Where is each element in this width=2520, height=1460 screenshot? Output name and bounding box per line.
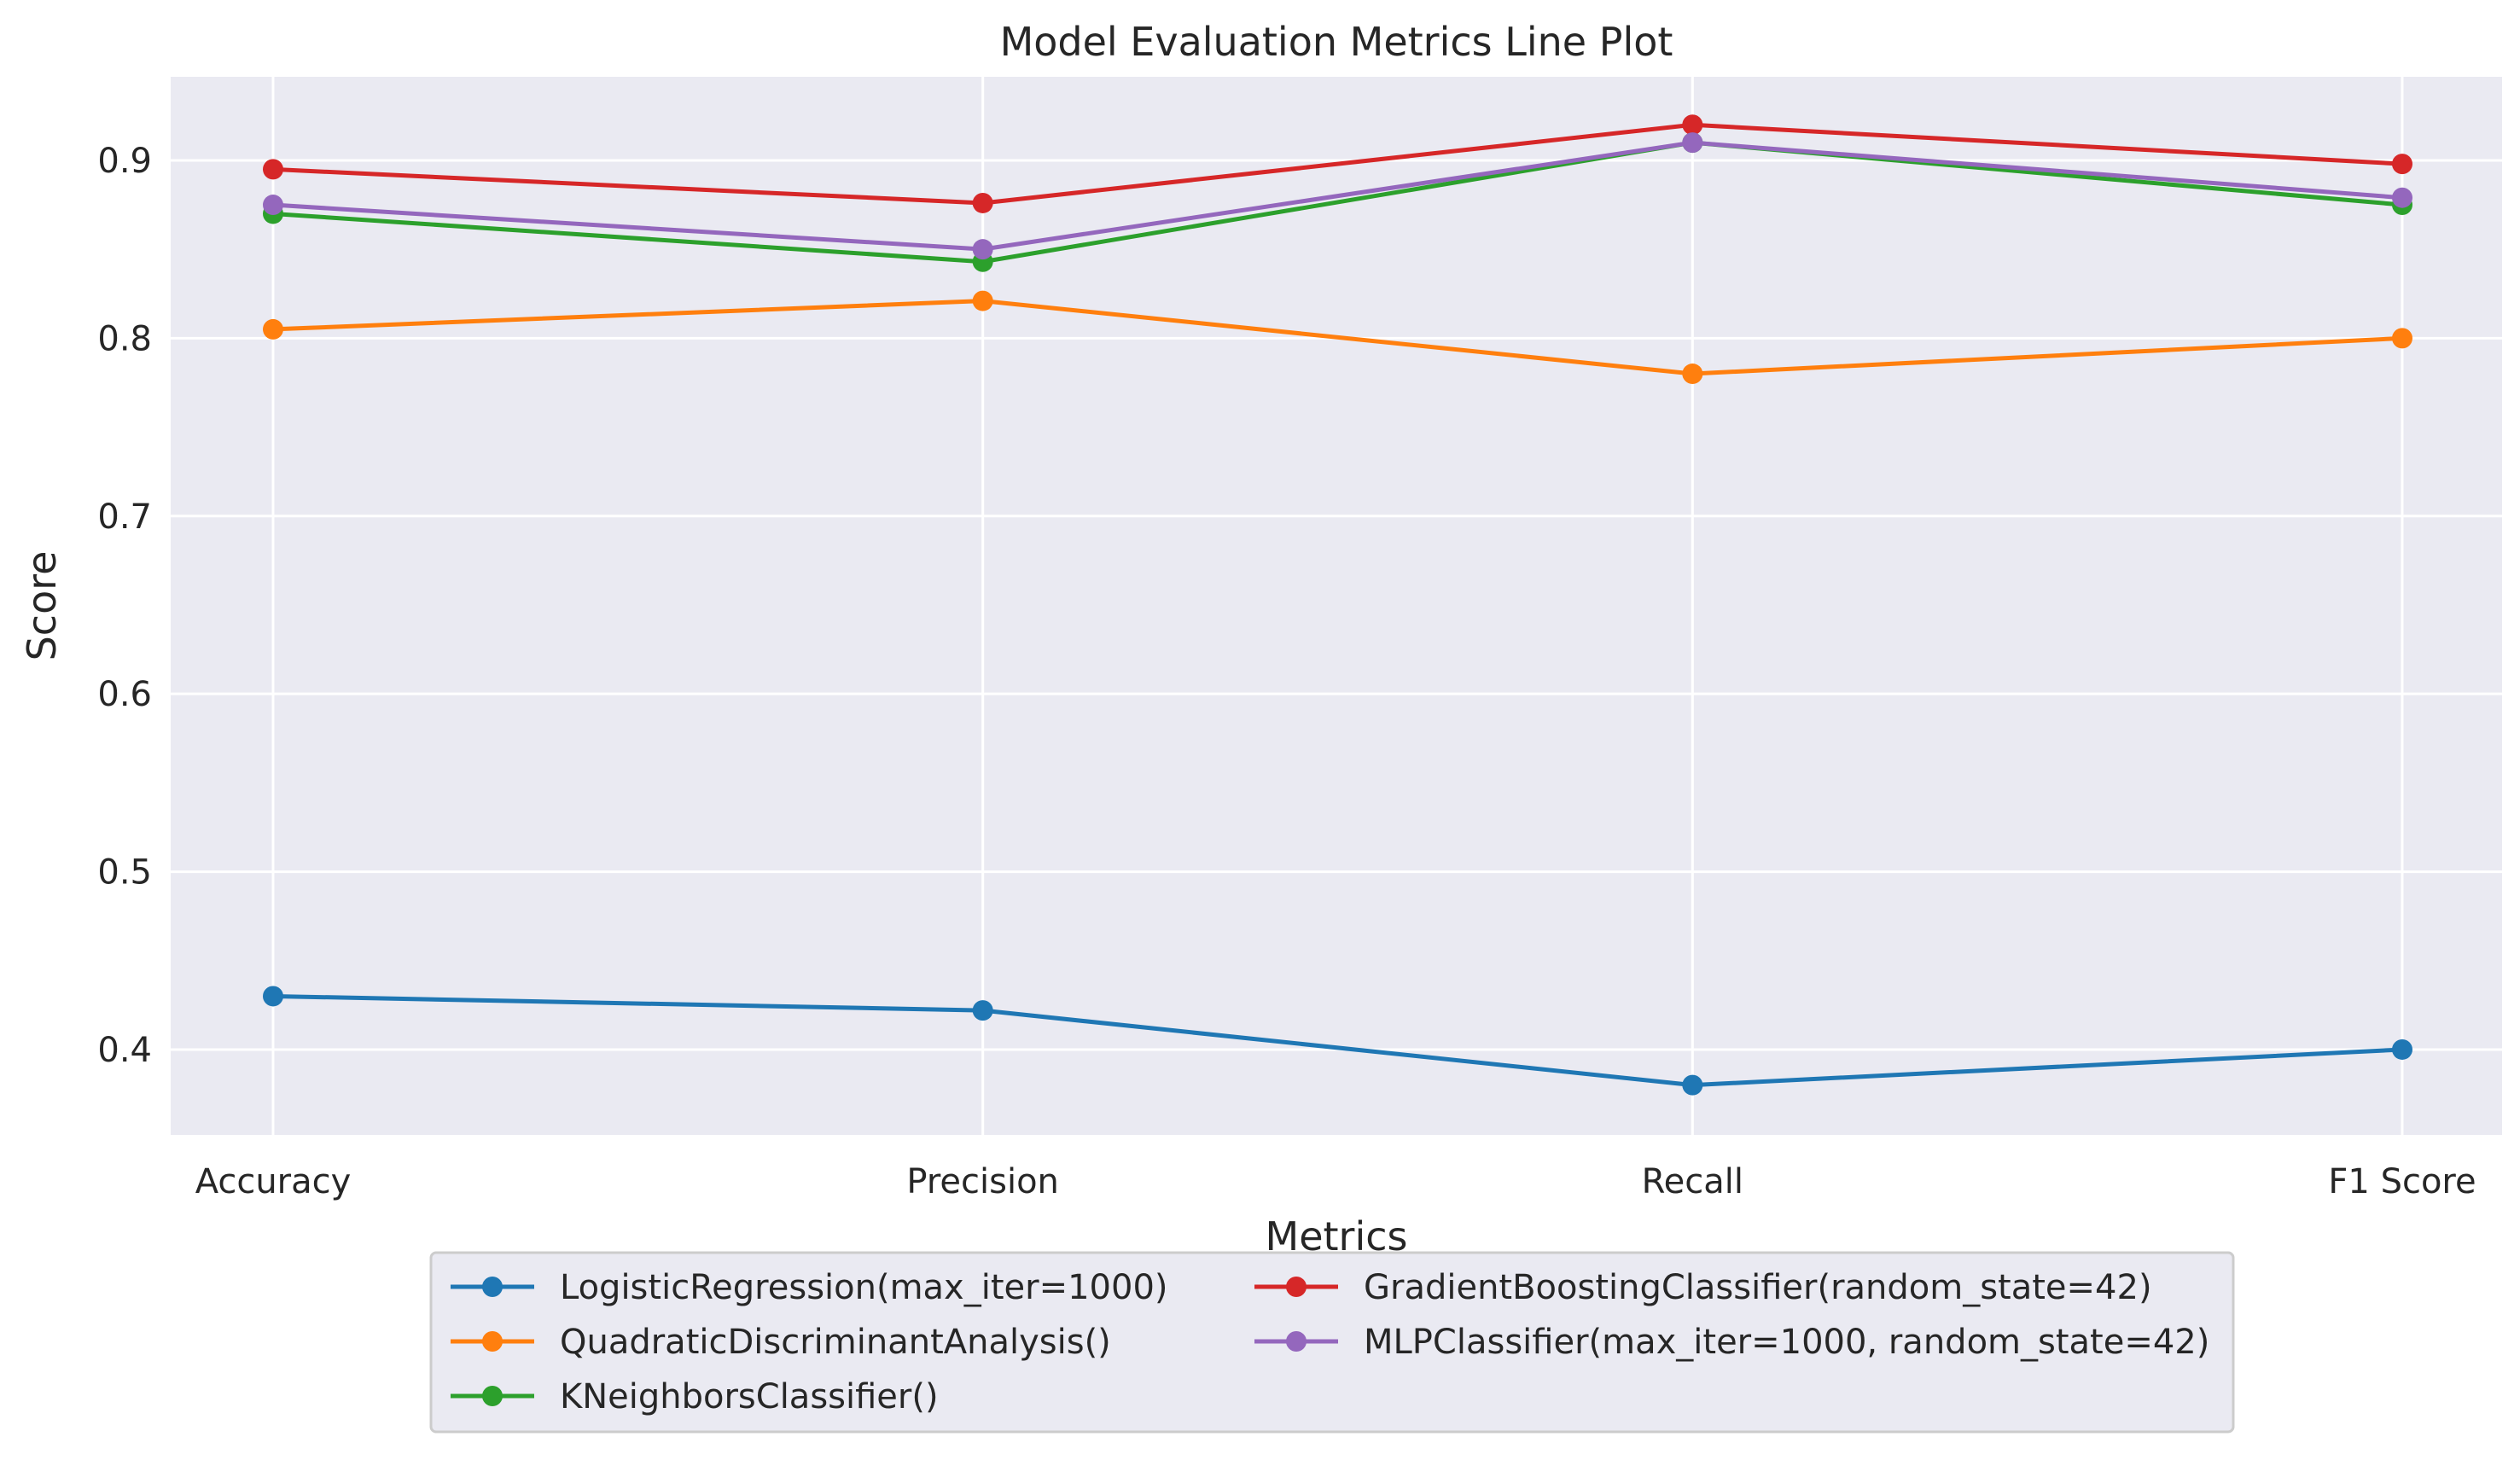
data-point bbox=[263, 318, 283, 340]
legend-label: MLPClassifier(max_iter=1000, random_stat… bbox=[1364, 1323, 2209, 1362]
series-4 bbox=[263, 132, 2412, 260]
data-point bbox=[2392, 154, 2412, 175]
series-line bbox=[272, 122, 2403, 206]
y-axis-label: Score bbox=[19, 551, 65, 661]
data-point bbox=[972, 1000, 993, 1021]
data-point bbox=[263, 986, 283, 1007]
legend-item: GradientBoostingClassifier(random_state=… bbox=[1254, 1268, 2152, 1307]
legend-item: QuadraticDiscriminantAnalysis() bbox=[451, 1323, 1111, 1362]
legend-item: MLPClassifier(max_iter=1000, random_stat… bbox=[1254, 1323, 2209, 1362]
legend: LogisticRegression(max_iter=1000) Quadrat… bbox=[429, 1251, 2235, 1434]
series-0 bbox=[263, 986, 2412, 1096]
plot-area bbox=[171, 77, 2502, 1135]
data-point bbox=[263, 159, 283, 180]
legend-marker bbox=[1286, 1277, 1307, 1297]
tick-labels: 0.4 0.5 0.6 0.7 0.8 0.9 Accuracy Precision Recal… bbox=[97, 142, 2476, 1201]
x-tick-label: F1 Score bbox=[2328, 1162, 2476, 1201]
series-3 bbox=[263, 114, 2412, 213]
x-tick-label: Recall bbox=[1642, 1162, 1743, 1201]
data-point bbox=[972, 290, 993, 311]
series-line bbox=[272, 140, 2403, 265]
y-tick-label: 0.8 bbox=[97, 319, 152, 358]
series-1 bbox=[263, 290, 2412, 385]
series-line bbox=[272, 299, 2403, 376]
chart-title: Model Evaluation Metrics Line Plot bbox=[1000, 19, 1673, 65]
data-point bbox=[972, 192, 993, 213]
legend-marker bbox=[1286, 1331, 1307, 1352]
legend-marker bbox=[482, 1386, 503, 1406]
legend-item: KNeighborsClassifier() bbox=[451, 1377, 939, 1416]
legend-label: QuadraticDiscriminantAnalysis() bbox=[560, 1323, 1111, 1362]
series-line bbox=[272, 140, 2403, 252]
legend-marker bbox=[482, 1331, 503, 1352]
data-point bbox=[972, 239, 993, 260]
data-point bbox=[2392, 1038, 2412, 1060]
data-point bbox=[263, 195, 283, 216]
legend-item: LogisticRegression(max_iter=1000) bbox=[451, 1268, 1168, 1307]
legend-label: KNeighborsClassifier() bbox=[560, 1377, 939, 1416]
x-tick-label: Accuracy bbox=[195, 1162, 352, 1201]
y-tick-label: 0.5 bbox=[97, 853, 152, 893]
series-lines bbox=[263, 114, 2412, 1096]
data-point bbox=[1682, 114, 1703, 136]
x-tick-label: Precision bbox=[906, 1162, 1058, 1201]
y-tick-label: 0.4 bbox=[97, 1031, 152, 1070]
legend-marker bbox=[482, 1277, 503, 1297]
y-tick-label: 0.7 bbox=[97, 497, 152, 537]
legend-label: GradientBoostingClassifier(random_state=… bbox=[1364, 1268, 2152, 1307]
y-tick-label: 0.6 bbox=[97, 675, 152, 714]
data-point bbox=[1682, 132, 1703, 154]
y-tick-label: 0.9 bbox=[97, 142, 152, 181]
series-line bbox=[272, 993, 2403, 1088]
data-point bbox=[2392, 187, 2412, 208]
data-point bbox=[1682, 364, 1703, 385]
data-point bbox=[1682, 1074, 1703, 1096]
data-point bbox=[2392, 328, 2412, 349]
legend-label: LogisticRegression(max_iter=1000) bbox=[560, 1268, 1168, 1307]
